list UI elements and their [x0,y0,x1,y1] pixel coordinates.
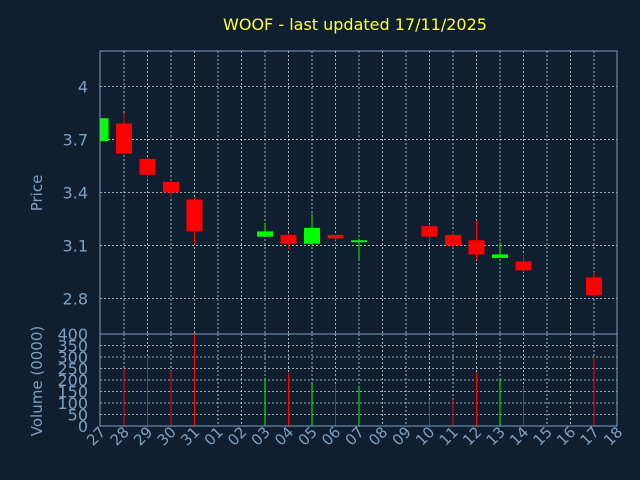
candle-body [492,254,508,258]
candle-body [116,123,132,154]
candle-body [186,199,203,232]
chart-title: WOOF - last updated 17/11/2025 [223,15,487,34]
candle-body [139,158,156,175]
volume-y-tick-label: 50 [68,406,88,425]
candle-body [515,261,532,271]
x-tick-labels: 2728293031010203040506070809101112131415… [83,423,626,449]
price-y-tick-label: 3.1 [63,237,88,256]
candle-body [163,181,179,193]
candle-body [421,226,438,237]
volume-y-axis-label: Volume (0000) [28,326,46,436]
volume-y-tick-label: 300 [57,348,88,367]
volume-y-tick-label: 0 [78,417,88,436]
volume-y-tick-label: 350 [57,337,88,356]
candle-body [100,118,109,142]
candle-body [445,234,461,246]
candle-body [280,234,297,244]
candle-body [257,231,273,237]
volume-y-tick-label: 250 [57,360,88,379]
price-y-tick-label: 3.4 [63,184,88,203]
candle-body [586,277,602,296]
price-y-tick-label: 2.8 [63,290,88,309]
price-y-ticks: 4 3.7 3.4 3.1 2.8 [63,77,88,308]
price-y-tick-label: 4 [78,77,88,96]
candles [100,112,602,297]
price-y-tick-label: 3.7 [63,130,88,149]
price-grid [100,51,617,334]
volume-y-tick-label: 100 [57,394,88,413]
volume-y-tick-label: 150 [57,383,88,402]
candle-body [351,240,367,243]
price-y-axis-label: Price [28,175,46,212]
candle-body [304,227,320,244]
volume-plot-frame [99,333,618,427]
x-axis-label: Day [333,458,363,476]
candle-body [327,234,344,239]
candle-body [468,240,485,255]
volume-y-tick-label: 400 [57,325,88,344]
volume-y-tick-label: 200 [57,371,88,390]
volume-bars [123,334,595,426]
